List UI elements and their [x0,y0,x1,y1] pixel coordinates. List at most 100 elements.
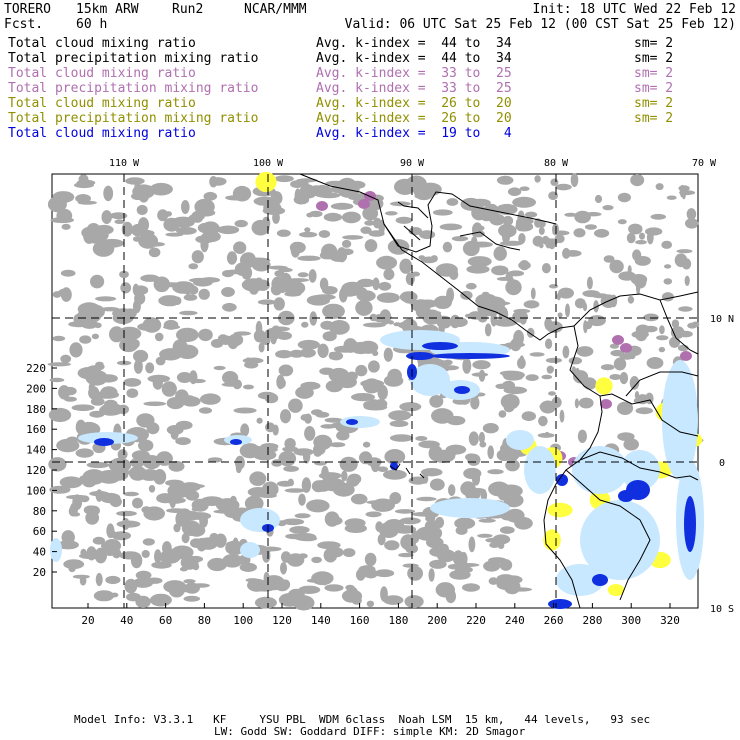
y-tick-label: 80 [33,505,46,518]
gray-cell [183,283,192,295]
gray-cell [52,291,62,298]
gray-cell [86,461,110,469]
gray-cell [49,377,65,383]
gray-cell [233,407,257,414]
x-tick-label: 240 [505,614,525,627]
gray-cell [356,278,376,288]
gray-cell [50,217,75,224]
gray-cell [538,415,548,427]
gray-cell [376,255,398,270]
gray-cell [588,315,606,327]
lightblue-cell [50,538,62,562]
gray-cell [451,236,469,242]
gray-cell [247,578,267,592]
gray-cell [639,232,645,240]
gray-cell [468,536,476,553]
gray-cell [262,481,279,498]
gray-cell [446,287,455,303]
gray-cell [464,313,473,318]
gray-cell [81,226,100,239]
gray-cell [89,410,105,418]
gray-cell [74,182,94,189]
gray-cell [336,430,350,441]
gray-cell [324,511,340,527]
gray-cell [504,342,526,348]
gray-cell [650,213,667,220]
gray-cell [268,447,278,452]
gray-cell [538,226,545,235]
gray-cell [315,411,330,418]
blue-cell [618,490,634,502]
gray-cell [88,386,100,400]
gray-cell [75,194,91,203]
gray-cell [404,595,424,609]
gray-cell [619,372,629,385]
gray-cell [501,228,511,244]
lightblue-cell [240,508,280,532]
gray-cell [79,335,92,344]
gray-cell [487,469,504,475]
gray-cell [48,407,72,423]
gray-cell [265,422,276,433]
gray-cell [148,247,161,258]
gray-cell [63,559,85,570]
gray-cell [594,194,603,204]
gray-cell [441,365,459,371]
gray-cell [574,398,580,409]
gray-cell [324,417,343,423]
legend-kindex: Avg. k-index = 33 to 25 [316,81,512,96]
gray-cell [103,185,114,202]
gray-cell [487,301,511,306]
gray-cell [584,212,602,217]
gray-cell [61,223,71,230]
gray-cell [240,423,250,437]
y-tick-label: 20 [33,566,46,579]
gray-cell [421,473,429,484]
gray-cell [322,331,337,342]
gray-cell [239,562,257,573]
gray-cell [188,555,204,563]
gray-cell [203,191,218,201]
gray-cell [301,321,309,328]
legend-smoothing: sm= 2 [634,81,674,96]
gray-cell [613,357,627,371]
gray-cell [249,286,259,295]
gray-cell [460,197,482,211]
grid-lines [52,174,698,608]
gray-cell [323,212,343,222]
blue-cell [230,439,242,445]
lightblue-cell [524,446,556,494]
gray-cell [116,456,125,471]
gray-cell [525,374,539,381]
footer-physics-info: LW: Godd SW: Goddard DIFF: simple KM: 2D… [214,725,526,738]
gray-cell [149,593,172,607]
gray-cell [93,590,115,602]
gray-cell [602,205,614,211]
gray-cell [462,357,472,374]
gray-cell [73,313,89,325]
gray-cell [496,574,515,583]
gray-cell [95,572,103,587]
gray-cell [541,263,551,274]
gray-cell [301,179,309,189]
yellow-cell [255,171,277,193]
gray-cell [278,364,294,377]
gray-cell [75,419,87,435]
gray-cell [123,491,139,497]
gray-cell [132,577,154,588]
gray-cell [124,578,138,594]
gray-cell [488,557,507,564]
gray-cell [671,319,680,329]
gray-cell [147,242,165,247]
gray-cell [342,235,364,240]
gray-cell [360,379,385,388]
legend-smoothing: sm= 2 [634,66,674,81]
purple-cell [600,399,612,409]
gray-cell [82,469,106,485]
gray-cell [493,318,517,327]
gray-cell [435,516,445,529]
gray-cell [92,536,106,545]
gray-cell [183,595,201,602]
gray-cell [324,584,344,592]
